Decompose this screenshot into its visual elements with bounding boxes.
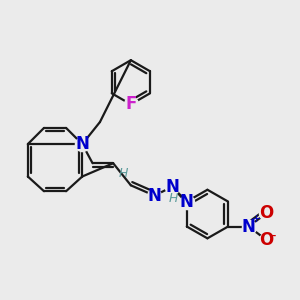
Text: N: N bbox=[75, 135, 89, 153]
Text: N: N bbox=[148, 187, 161, 205]
Text: N: N bbox=[165, 178, 179, 196]
Text: N: N bbox=[242, 218, 256, 236]
Text: +: + bbox=[251, 214, 261, 224]
Text: N: N bbox=[180, 193, 194, 211]
Text: H: H bbox=[119, 167, 128, 180]
Text: F: F bbox=[125, 95, 136, 113]
Text: O: O bbox=[259, 231, 273, 249]
Text: H: H bbox=[169, 192, 178, 205]
Text: O: O bbox=[259, 204, 273, 222]
Text: -: - bbox=[270, 228, 275, 243]
